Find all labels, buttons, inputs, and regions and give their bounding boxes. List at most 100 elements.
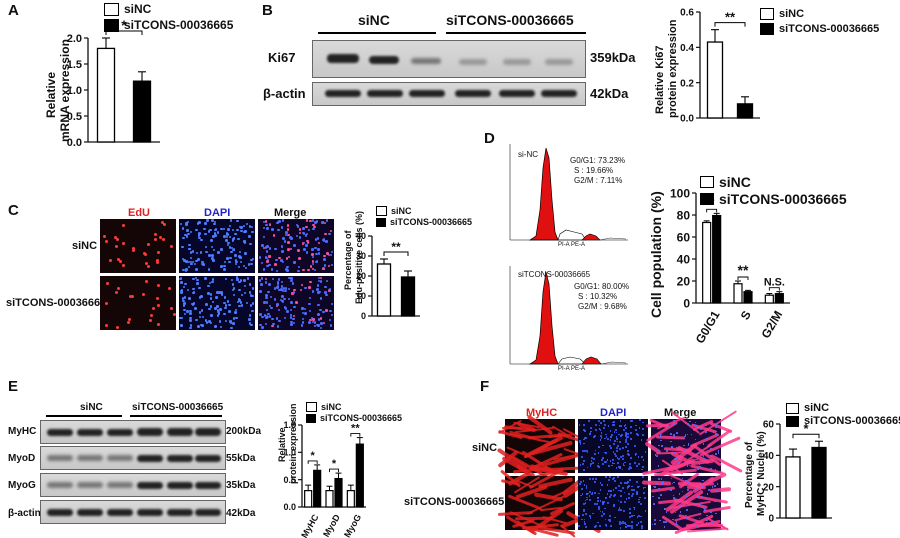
blot-e-size-myog: 35kDa (226, 480, 256, 491)
legend-swatch-sitcons (700, 193, 714, 205)
cell-nucleus (229, 256, 232, 260)
cell-nucleus (283, 297, 286, 301)
chart-d-bar-sinc (733, 283, 743, 304)
cell-nucleus (626, 482, 628, 485)
cell-nucleus (238, 288, 241, 292)
cell-nucleus (717, 452, 720, 455)
cell-nucleus (244, 266, 248, 270)
cell-nucleus (658, 487, 660, 490)
cell-nucleus (623, 482, 626, 484)
cell-nucleus (663, 507, 666, 510)
blot-b-label-actin: β-actin (263, 86, 306, 101)
cell-nucleus (619, 435, 622, 437)
cell-nucleus (239, 260, 243, 264)
cell-nucleus (589, 431, 592, 434)
cell-nucleus (182, 285, 186, 289)
cell-nucleus (232, 322, 235, 325)
cell-nucleus (292, 317, 295, 321)
cell-nucleus (280, 245, 284, 248)
cell-nucleus (227, 228, 230, 231)
cell-nucleus (186, 310, 189, 313)
chart-d-category-label: S (738, 308, 754, 322)
cell-nucleus (658, 478, 660, 480)
cell-nucleus (708, 497, 711, 500)
legend-label-sitcons: siTCONS-00036665 (719, 191, 847, 207)
cell-nucleus (115, 290, 119, 294)
cell-nucleus (656, 483, 658, 485)
cell-nucleus (116, 257, 120, 261)
cell-nucleus (309, 265, 313, 268)
cell-nucleus (603, 424, 606, 427)
cell-nucleus (624, 426, 627, 429)
cell-nucleus (216, 314, 220, 317)
cell-nucleus (626, 524, 629, 527)
legend-label-sinc: siNC (124, 2, 152, 16)
cell-nucleus (297, 249, 300, 252)
legend-label-sinc: siNC (719, 174, 751, 190)
cell-nucleus (267, 312, 270, 316)
cell-nucleus (271, 324, 274, 328)
flow-histogram-sinc: si-NC G0/G1: 73.23% S : 19.66% G2/M : 7.… (500, 140, 632, 252)
cell-nucleus (242, 264, 245, 268)
chart-b-sig-label: ** (725, 10, 736, 25)
cell-nucleus (224, 306, 227, 310)
cell-nucleus (635, 424, 637, 427)
cell-nucleus (270, 268, 274, 271)
chart-d-bar-sinc (764, 294, 774, 304)
flow-g1-peak (528, 147, 559, 241)
cell-nucleus (319, 317, 323, 320)
cell-nucleus (607, 437, 609, 440)
cell-nucleus (192, 277, 195, 281)
chart-e-sig-bracket (307, 460, 318, 464)
cell-nucleus (260, 261, 264, 265)
cell-nucleus (579, 441, 581, 444)
cell-nucleus (186, 288, 190, 292)
cell-nucleus (295, 301, 298, 304)
cell-nucleus (616, 456, 619, 459)
cell-nucleus (307, 268, 310, 272)
cell-nucleus (222, 227, 226, 231)
cell-nucleus (676, 448, 679, 451)
cell-nucleus (280, 226, 284, 229)
cell-nucleus (605, 436, 608, 438)
cell-nucleus (701, 485, 703, 487)
cell-nucleus (619, 523, 622, 526)
cell-nucleus (181, 297, 185, 300)
micrograph-f-dapi-sinc (578, 419, 648, 473)
cell-nucleus (594, 526, 596, 528)
chart-e-sig-bracket (329, 468, 339, 473)
cell-nucleus (665, 511, 668, 513)
cell-nucleus (604, 518, 607, 521)
chart-a-tick-label: 0.5 (67, 111, 82, 123)
cell-nucleus (129, 294, 133, 298)
cell-nucleus (688, 464, 691, 467)
cell-nucleus (672, 481, 675, 484)
cell-nucleus (633, 506, 636, 509)
cell-nucleus (671, 446, 673, 448)
cell-nucleus (652, 485, 655, 488)
cell-nucleus (633, 508, 636, 511)
cell-nucleus (584, 499, 587, 502)
cell-nucleus (703, 507, 705, 509)
cell-nucleus (248, 283, 252, 286)
cell-nucleus (693, 423, 695, 426)
cell-nucleus (604, 452, 607, 455)
panel-d-ylabel: Cell population (%) (648, 191, 664, 318)
flow-tail (600, 361, 627, 365)
cell-nucleus (271, 228, 274, 231)
cell-nucleus (630, 485, 633, 488)
cell-nucleus (626, 443, 629, 446)
cell-nucleus (578, 483, 581, 486)
cell-nucleus (329, 324, 333, 327)
cell-nucleus (284, 233, 288, 237)
cell-nucleus (702, 443, 705, 445)
cell-nucleus (592, 435, 595, 438)
cell-nucleus (697, 452, 700, 454)
cell-nucleus (640, 439, 643, 441)
cell-nucleus (635, 523, 638, 526)
cell-nucleus (238, 250, 242, 254)
cell-nucleus (282, 287, 286, 291)
cell-nucleus (716, 483, 719, 485)
cell-nucleus (200, 238, 203, 242)
cell-nucleus (597, 462, 600, 465)
